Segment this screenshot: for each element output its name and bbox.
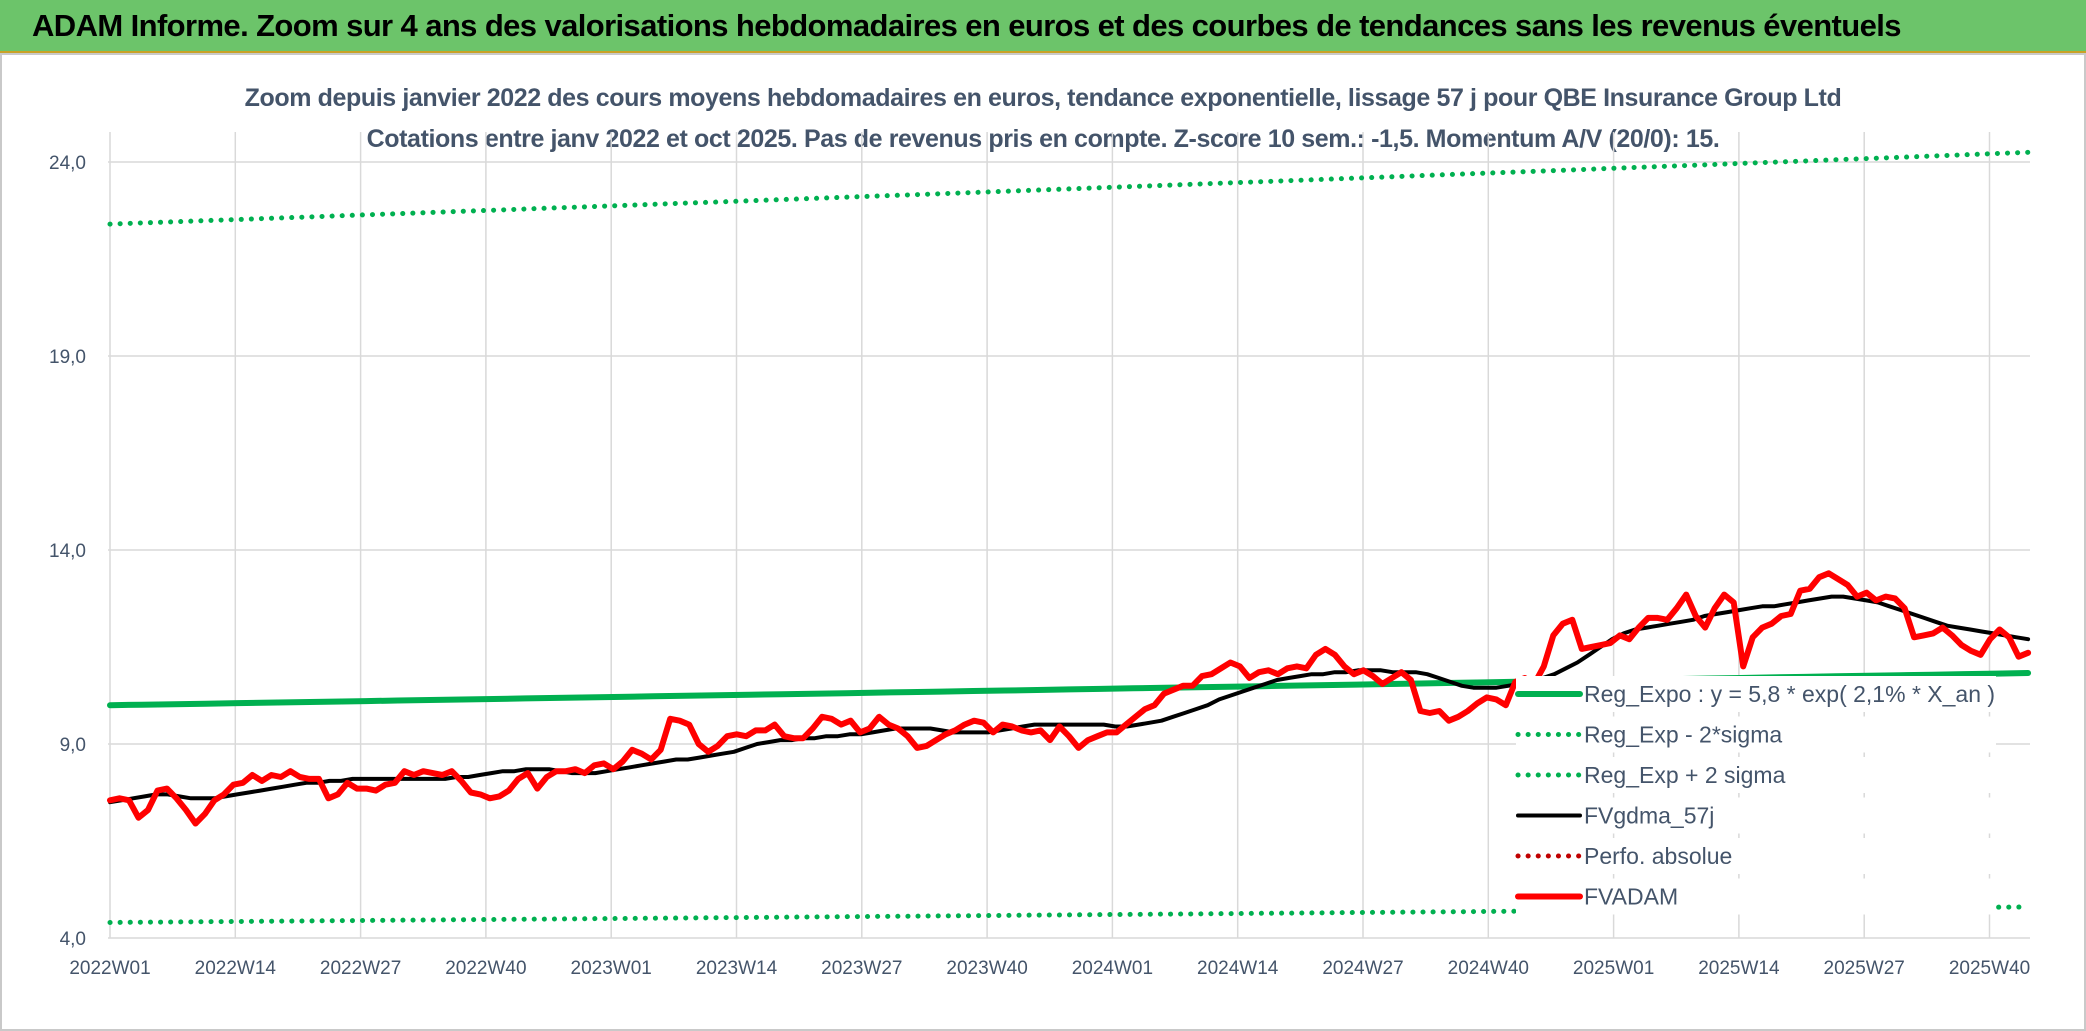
x-tick-label: 2022W40 bbox=[445, 958, 526, 979]
x-tick-label: 2024W40 bbox=[1448, 958, 1529, 979]
axis-layer: 4,0 9,0 14,0 19,0 24,0 2022W01 2022W14 2022W27 2… bbox=[49, 153, 2030, 979]
report-banner: ADAM Informe. Zoom sur 4 ans des valoris… bbox=[0, 0, 2086, 53]
series-line-5 bbox=[107, 570, 2032, 827]
x-tick-label: 2023W40 bbox=[946, 958, 1027, 979]
legend-bg bbox=[1516, 797, 1996, 834]
legend-bg bbox=[1516, 716, 1996, 753]
x-tick-label: 2023W14 bbox=[696, 958, 778, 979]
x-tick-label: 2024W27 bbox=[1322, 958, 1403, 979]
report-title: ADAM Informe. Zoom sur 4 ans des valoris… bbox=[32, 8, 1902, 43]
x-tick-label: 2024W14 bbox=[1197, 958, 1279, 979]
y-tick-label: 24,0 bbox=[49, 153, 86, 174]
y-tick-label: 19,0 bbox=[49, 347, 86, 368]
legend-bg bbox=[1516, 878, 1996, 915]
legend-bg bbox=[1516, 757, 1996, 793]
series-layer bbox=[107, 149, 2032, 925]
chart-title: Zoom depuis janvier 2022 des cours moyen… bbox=[244, 84, 1842, 112]
legend-label: FVADAM bbox=[1584, 884, 1678, 910]
y-tick-label: 9,0 bbox=[60, 735, 86, 756]
x-tick-label: 2025W40 bbox=[1949, 958, 2030, 979]
legend: Reg_Expo : y = 5,8 * exp( 2,1% * X_an ) R… bbox=[1515, 676, 1996, 915]
legend-label: Reg_Expo : y = 5,8 * exp( 2,1% * X_an ) bbox=[1584, 681, 1995, 707]
y-tick-label: 14,0 bbox=[49, 541, 86, 562]
legend-label: Reg_Exp + 2 sigma bbox=[1584, 762, 1786, 788]
x-tick-label: 2022W01 bbox=[69, 958, 150, 979]
series-line-2 bbox=[107, 149, 2031, 227]
x-tick-label: 2025W01 bbox=[1573, 958, 1654, 979]
x-tick-label: 2025W14 bbox=[1698, 958, 1780, 979]
legend-bg bbox=[1516, 838, 1996, 874]
legend-label: Reg_Exp - 2*sigma bbox=[1584, 722, 1782, 748]
legend-label: FVgdma_57j bbox=[1584, 803, 1714, 829]
x-tick-label: 2022W27 bbox=[320, 958, 401, 979]
x-tick-label: 2024W01 bbox=[1072, 958, 1153, 979]
x-tick-label: 2025W27 bbox=[1824, 958, 1905, 979]
x-tick-label: 2023W27 bbox=[821, 958, 902, 979]
y-tick-label: 4,0 bbox=[60, 929, 86, 950]
x-tick-label: 2023W01 bbox=[571, 958, 652, 979]
series-line-1 bbox=[107, 904, 2031, 925]
grid-layer bbox=[108, 132, 2030, 939]
chart-subtitle: Cotations entre janv 2022 et oct 2025. P… bbox=[366, 125, 1720, 153]
x-tick-label: 2022W14 bbox=[195, 958, 277, 979]
legend-label: Perfo. absolue bbox=[1584, 843, 1732, 869]
legend-bg bbox=[1516, 676, 1996, 712]
